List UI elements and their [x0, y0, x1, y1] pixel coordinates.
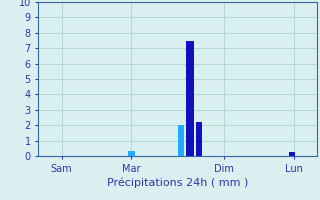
Bar — [289, 152, 295, 156]
Bar — [196, 122, 203, 156]
X-axis label: Précipitations 24h ( mm ): Précipitations 24h ( mm ) — [107, 178, 248, 188]
Bar — [128, 151, 134, 156]
Bar — [186, 40, 194, 156]
Bar — [178, 125, 184, 156]
